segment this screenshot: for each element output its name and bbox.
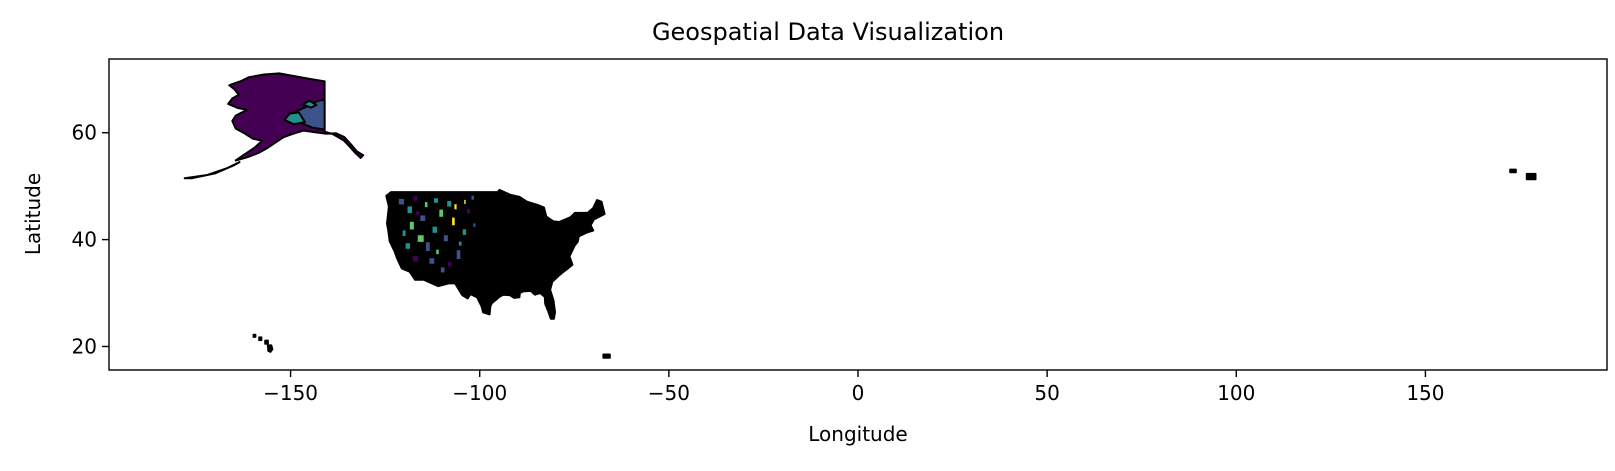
map-cell-24 <box>401 229 407 237</box>
x-tick-label: 0 <box>852 381 865 405</box>
map-cell-16 <box>439 266 446 274</box>
plot-frame <box>108 58 1608 371</box>
map-cell-4 <box>408 220 415 231</box>
map-region-8 <box>264 339 269 345</box>
chart-title: Geospatial Data Visualization <box>652 18 1004 46</box>
map-region-11 <box>1509 168 1517 174</box>
map-cell-23 <box>424 201 429 208</box>
map-region-4 <box>183 161 241 180</box>
map-region-6 <box>252 333 257 338</box>
map-cell-9 <box>431 225 438 234</box>
map-cell-29 <box>415 210 420 217</box>
y-axis: 20 40 60 <box>72 121 109 358</box>
map-cell-12 <box>451 216 456 227</box>
map-region-10 <box>602 353 611 359</box>
map-cell-28 <box>472 222 477 228</box>
y-tick-label: 40 <box>72 228 97 252</box>
map-cell-25 <box>435 248 440 255</box>
map-cell-5 <box>416 234 425 243</box>
map-cell-6 <box>404 242 411 250</box>
x-tick-label: −150 <box>263 381 318 405</box>
y-axis-label: Latitude <box>21 173 45 255</box>
map-cell-10 <box>438 208 444 218</box>
map-cell-27 <box>458 240 463 247</box>
map-cell-14 <box>442 234 449 243</box>
map-cell-3 <box>419 214 426 222</box>
map-region-7 <box>258 336 263 342</box>
map-cell-18 <box>461 228 467 236</box>
map-cell-26 <box>447 261 453 268</box>
x-axis: −150 −100 −50 0 50 100 150 <box>263 370 1445 405</box>
map-cell-19 <box>466 208 471 215</box>
map-region-3 <box>301 99 318 109</box>
map-cell-8 <box>411 255 419 263</box>
x-tick-label: −100 <box>452 381 507 405</box>
y-tick-label: 20 <box>72 334 97 358</box>
map-cell-7 <box>425 241 431 252</box>
map-layer <box>183 72 1537 359</box>
map-cell-15 <box>428 257 436 265</box>
map-cell-0 <box>397 198 405 206</box>
map-cell-11 <box>446 200 453 208</box>
map-region-12 <box>1525 172 1537 181</box>
map-cell-17 <box>455 249 462 260</box>
x-axis-label: Longitude <box>808 422 907 446</box>
y-tick-label: 60 <box>72 121 97 145</box>
map-cell-22 <box>433 197 439 204</box>
x-tick-label: 50 <box>1034 381 1059 405</box>
map-cell-13 <box>453 203 458 211</box>
map-cell-21 <box>463 199 467 205</box>
map-cell-1 <box>406 205 413 214</box>
map-cell-2 <box>412 195 419 202</box>
x-tick-label: 100 <box>1217 381 1255 405</box>
map-region-5 <box>385 188 606 320</box>
map-cell-20 <box>470 194 475 201</box>
map-region-9 <box>266 344 274 353</box>
x-tick-label: 150 <box>1406 381 1444 405</box>
x-tick-label: −50 <box>648 381 690 405</box>
map-region-2 <box>283 111 306 126</box>
